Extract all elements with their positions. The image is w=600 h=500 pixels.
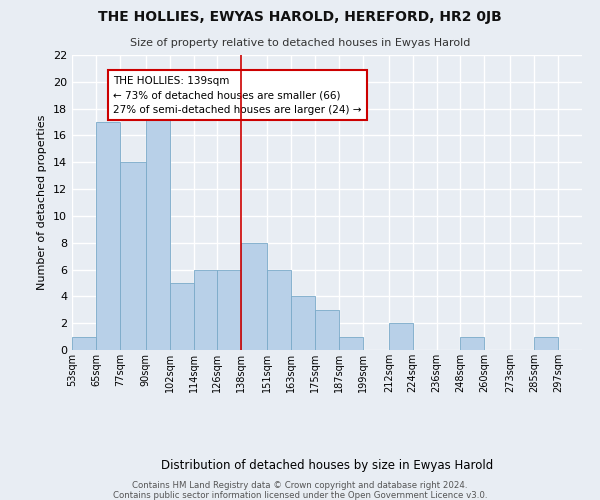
Text: THE HOLLIES: 139sqm
← 73% of detached houses are smaller (66)
27% of semi-detach: THE HOLLIES: 139sqm ← 73% of detached ho… bbox=[113, 76, 361, 116]
Text: THE HOLLIES, EWYAS HAROLD, HEREFORD, HR2 0JB: THE HOLLIES, EWYAS HAROLD, HEREFORD, HR2… bbox=[98, 10, 502, 24]
Bar bbox=[339, 336, 363, 350]
Y-axis label: Number of detached properties: Number of detached properties bbox=[37, 115, 47, 290]
Bar bbox=[534, 336, 558, 350]
Bar bbox=[315, 310, 339, 350]
Bar bbox=[291, 296, 315, 350]
Bar bbox=[146, 108, 170, 350]
Bar bbox=[267, 270, 291, 350]
X-axis label: Distribution of detached houses by size in Ewyas Harold: Distribution of detached houses by size … bbox=[161, 459, 493, 472]
Bar bbox=[194, 270, 217, 350]
Bar bbox=[96, 122, 120, 350]
Bar bbox=[389, 323, 413, 350]
Bar bbox=[170, 283, 194, 350]
Text: Contains public sector information licensed under the Open Government Licence v3: Contains public sector information licen… bbox=[113, 491, 487, 500]
Bar bbox=[72, 336, 96, 350]
Bar bbox=[241, 242, 267, 350]
Text: Contains HM Land Registry data © Crown copyright and database right 2024.: Contains HM Land Registry data © Crown c… bbox=[132, 481, 468, 490]
Bar bbox=[120, 162, 146, 350]
Bar bbox=[217, 270, 241, 350]
Bar bbox=[460, 336, 484, 350]
Text: Size of property relative to detached houses in Ewyas Harold: Size of property relative to detached ho… bbox=[130, 38, 470, 48]
